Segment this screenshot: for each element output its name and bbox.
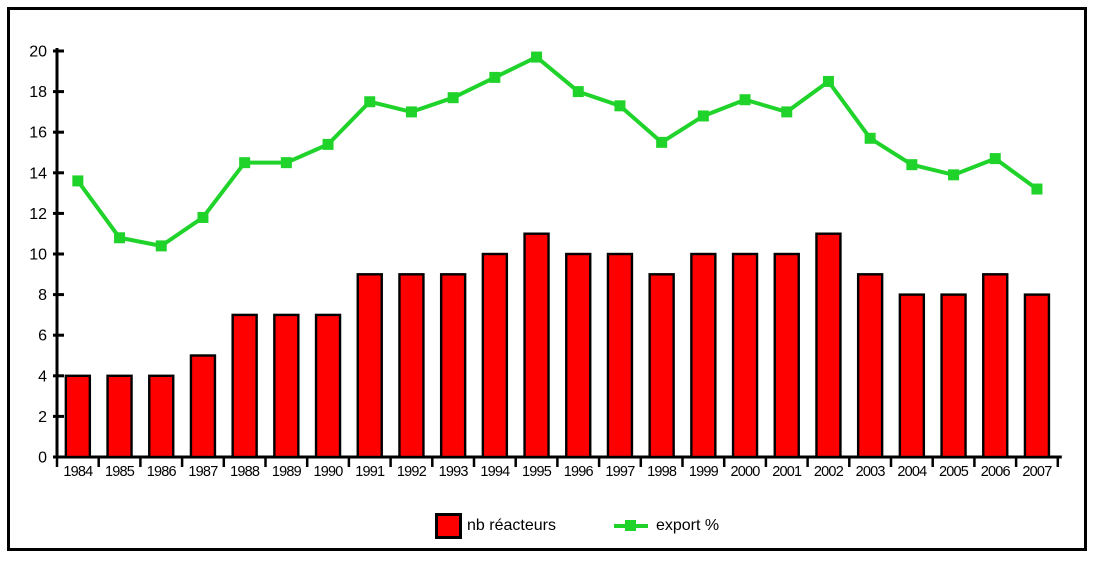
axes <box>53 48 1062 467</box>
line-marker-2005 <box>948 169 960 181</box>
bar-2003 <box>856 273 884 459</box>
line-swatch-icon <box>613 520 648 531</box>
line-marker-2007 <box>1031 183 1043 195</box>
y-tick-label: 12 <box>29 206 47 223</box>
y-tick-label: 2 <box>38 409 47 426</box>
line-marker-1988 <box>239 157 251 169</box>
export-line <box>76 55 1039 248</box>
legend-item-reactors: nb réacteurs <box>435 513 556 539</box>
bar-1997 <box>606 252 634 459</box>
y-tick-label: 14 <box>29 165 47 182</box>
line-marker-1986 <box>155 240 167 252</box>
x-tick-label: 1986 <box>147 464 177 480</box>
x-tick-label: 1994 <box>480 464 510 480</box>
line-marker-1996 <box>572 86 584 98</box>
line-marker-1999 <box>697 110 709 122</box>
x-tick-label: 1996 <box>564 464 594 480</box>
bar-1990 <box>314 313 342 459</box>
y-tick-label: 0 <box>38 450 47 467</box>
x-tick-label: 1992 <box>397 464 427 480</box>
line-marker-2003 <box>864 132 876 144</box>
x-tick-label: 2004 <box>897 464 927 480</box>
bar-1985 <box>106 374 133 459</box>
bar-1987 <box>189 354 217 459</box>
line-marker-1989 <box>280 157 292 169</box>
bar-2002 <box>815 232 842 459</box>
bar-2007 <box>1023 293 1051 459</box>
bar-1984 <box>64 374 92 459</box>
legend: nb réacteurs export % <box>435 513 719 539</box>
y-tick-label: 8 <box>38 287 47 304</box>
x-tick-label: 1989 <box>272 464 302 480</box>
line-marker-1991 <box>364 96 376 108</box>
x-tick-label: 1998 <box>647 464 677 480</box>
bar-1986 <box>148 374 175 459</box>
line-marker-2006 <box>989 153 1001 165</box>
line-marker-1995 <box>531 51 543 63</box>
line-marker-1990 <box>322 138 334 150</box>
x-tick-label: 2006 <box>981 464 1011 480</box>
x-tick-label: 1995 <box>522 464 552 480</box>
bar-1998 <box>648 273 675 459</box>
x-tick-label: 2001 <box>772 464 802 480</box>
line-marker-1998 <box>656 136 668 148</box>
line-marker-1987 <box>197 211 209 223</box>
bar-swatch-icon <box>435 513 462 539</box>
x-tick-label: 2002 <box>814 464 844 480</box>
line-marker-icon <box>624 520 636 531</box>
bar-1994 <box>481 252 509 459</box>
bar-2006 <box>982 273 1009 459</box>
line-marker-1993 <box>447 92 459 104</box>
x-tick-label: 2000 <box>731 464 761 480</box>
x-tick-label: 2007 <box>1022 464 1052 480</box>
y-tick-label: 6 <box>38 328 47 345</box>
line-marker-1997 <box>614 100 626 112</box>
line-marker-1984 <box>72 175 84 187</box>
x-tick-label: 1991 <box>355 464 385 480</box>
bar-1992 <box>398 273 425 459</box>
bar-2004 <box>898 293 926 459</box>
x-tick-label: 1993 <box>439 464 469 480</box>
line-marker-1994 <box>489 71 501 83</box>
bar-1993 <box>439 273 467 459</box>
line-marker-2004 <box>906 159 918 171</box>
x-tick-label: 2005 <box>939 464 969 480</box>
bar-2001 <box>773 252 800 459</box>
line-marker-2000 <box>739 94 751 106</box>
line-marker-1992 <box>405 106 417 118</box>
x-tick-label: 1990 <box>314 464 344 480</box>
bar-1996 <box>565 252 592 459</box>
legend-label-export: export % <box>655 517 720 534</box>
y-tick-label: 16 <box>29 125 47 142</box>
legend-label-reactors: nb réacteurs <box>467 517 556 534</box>
bar-2000 <box>731 252 759 459</box>
bar-1991 <box>356 273 383 459</box>
x-tick-label: 1984 <box>63 464 93 480</box>
bar-1995 <box>523 232 550 459</box>
y-tick-label: 4 <box>38 368 47 385</box>
bars-series <box>64 232 1051 459</box>
x-tick-label: 1997 <box>605 464 635 480</box>
line-marker-2002 <box>822 75 834 87</box>
bar-1999 <box>690 252 717 459</box>
bar-2005 <box>940 293 967 459</box>
x-tick-label: 1999 <box>689 464 719 480</box>
x-tick-label: 1985 <box>105 464 135 480</box>
bar-1989 <box>273 313 300 459</box>
tick-labels: 0 2 4 6 8 10 12 14 16 18 20 1984 1985 1986 1987 1988 198… <box>29 44 1053 481</box>
bar-1988 <box>231 313 258 459</box>
legend-item-export: export % <box>613 517 720 535</box>
line-series <box>72 51 1043 252</box>
x-tick-label: 2003 <box>856 464 886 480</box>
line-marker-1985 <box>114 232 126 244</box>
x-tick-label: 1987 <box>188 464 218 480</box>
x-tick-label: 1988 <box>230 464 260 480</box>
y-tick-label: 20 <box>29 44 47 61</box>
y-tick-label: 10 <box>29 247 47 264</box>
y-tick-label: 18 <box>29 84 47 101</box>
line-marker-2001 <box>781 106 793 118</box>
